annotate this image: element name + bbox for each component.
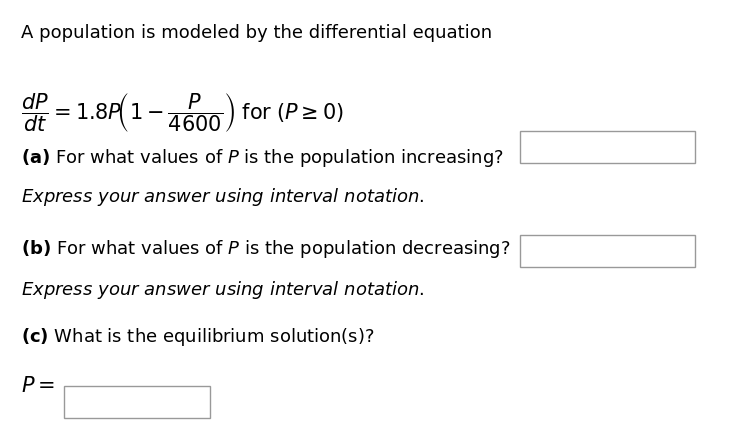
Text: A population is modeled by the differential equation: A population is modeled by the different… xyxy=(21,24,492,42)
Text: $\mathbf{(c)}$ What is the equilibrium solution(s)?: $\mathbf{(c)}$ What is the equilibrium s… xyxy=(21,326,375,348)
FancyBboxPatch shape xyxy=(520,131,695,163)
Text: $\mathbf{(b)}$ For what values of $P$ is the population decreasing?: $\mathbf{(b)}$ For what values of $P$ is… xyxy=(21,238,511,260)
Text: $\dfrac{dP}{dt} = 1.8P\!\left(1 - \dfrac{P}{4600}\right)\;\mathrm{for}\;(P \geq : $\dfrac{dP}{dt} = 1.8P\!\left(1 - \dfrac… xyxy=(21,91,344,134)
Text: $P =$: $P =$ xyxy=(21,376,55,396)
Text: $\it{Express\ your\ answer\ using\ interval\ notation.}$: $\it{Express\ your\ answer\ using\ inter… xyxy=(21,279,424,301)
FancyBboxPatch shape xyxy=(64,386,210,418)
Text: $\mathbf{(a)}$ For what values of $P$ is the population increasing?: $\mathbf{(a)}$ For what values of $P$ is… xyxy=(21,147,504,169)
FancyBboxPatch shape xyxy=(520,235,695,267)
Text: $\it{Express\ your\ answer\ using\ interval\ notation.}$: $\it{Express\ your\ answer\ using\ inter… xyxy=(21,186,424,208)
